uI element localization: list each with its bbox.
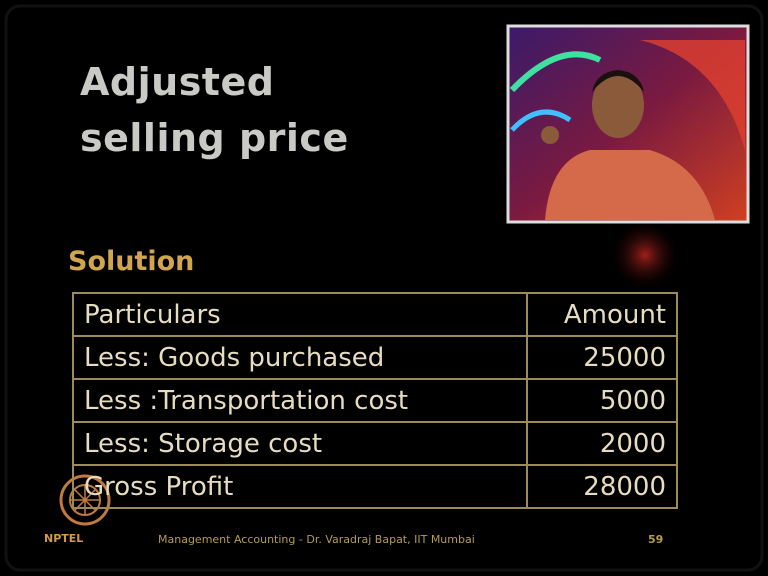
table-row: Less :Transportation cost 5000 bbox=[72, 378, 678, 423]
title-line: selling price bbox=[80, 116, 349, 160]
particular-cell: Particulars bbox=[72, 292, 528, 337]
page-number: 59 bbox=[648, 533, 664, 546]
amount-cell: Amount bbox=[526, 292, 678, 337]
subheading: Solution bbox=[68, 246, 195, 277]
table-row: Less: Goods purchased 25000 bbox=[72, 335, 678, 380]
amount-cell: 28000 bbox=[526, 464, 678, 509]
particular-cell: Less: Goods purchased bbox=[72, 335, 528, 380]
title-line: Adjusted bbox=[80, 60, 275, 104]
amount-cell: 25000 bbox=[526, 335, 678, 380]
amount-cell: 2000 bbox=[526, 421, 678, 466]
table-row: Particulars Amount bbox=[72, 292, 678, 337]
amount-cell: 5000 bbox=[526, 378, 678, 423]
particular-cell: Less :Transportation cost bbox=[72, 378, 528, 423]
particular-cell: Gross Profit bbox=[72, 464, 528, 509]
particular-cell: Less: Storage cost bbox=[72, 421, 528, 466]
table: Particulars Amount Less: Goods purchased 25… bbox=[72, 292, 678, 509]
logo-text: NPTEL bbox=[44, 532, 84, 545]
table-row: Gross Profit 28000 bbox=[72, 464, 678, 509]
table-row: Less: Storage cost 2000 bbox=[72, 421, 678, 466]
video-inset bbox=[506, 24, 750, 224]
footer-course: Management Accounting - Dr. Varadraj Bap… bbox=[158, 533, 475, 546]
